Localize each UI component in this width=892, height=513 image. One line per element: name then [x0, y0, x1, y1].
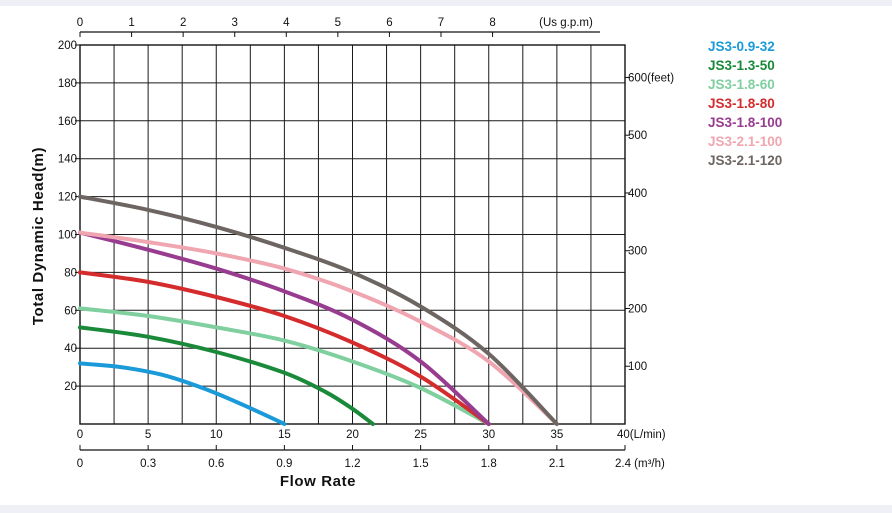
left-tick-label: 100 — [58, 230, 77, 242]
left-tick-label: 200 — [58, 40, 77, 52]
top-tick-label: 6 — [386, 17, 392, 29]
right-tick-label: 100 — [628, 361, 647, 373]
right-tick-label: 600(feet) — [628, 72, 674, 84]
legend: JS3-0.9-32 JS3-1.3-50 JS3-1.8-60 JS3-1.8-80… — [708, 39, 782, 168]
bottom-m3h-tick-label: 1.5 — [413, 458, 429, 470]
legend-entry: JS3-2.1-120 — [708, 153, 782, 168]
legend-entry: JS3-1.8-100 — [708, 115, 782, 130]
series-curve-js3-1.8-100 — [78, 230, 491, 426]
top-tick-label: 4 — [283, 17, 290, 29]
series-lines — [78, 194, 559, 426]
series-curve-js3-1.8-80 — [78, 270, 491, 426]
bottom-m3h-tick-label: 1.8 — [481, 458, 497, 470]
top-tick-label: 3 — [232, 17, 238, 29]
x-axis-label: Flow Rate — [280, 473, 356, 490]
top-tick-label: 8 — [489, 17, 495, 29]
bottom-lpm-tick-label: 10 — [210, 429, 223, 441]
left-tick-label: 140 — [58, 154, 77, 166]
bottom-m3h-tick-label: 0.6 — [208, 458, 224, 470]
top-tick-label: 1 — [128, 17, 134, 29]
series-curve-js3-2.1-100 — [78, 230, 559, 426]
left-tick-label: 120 — [58, 192, 77, 204]
series-curve-js3-1.3-50 — [78, 325, 375, 426]
right-tick-label: 400 — [628, 188, 647, 200]
bottom-lpm-tick-label: 0 — [77, 429, 83, 441]
legend-entry: JS3-0.9-32 — [708, 39, 775, 54]
legend-entry: JS3-1.8-80 — [708, 96, 775, 111]
top-tick-label: 2 — [180, 17, 186, 29]
right-tick-label: 300 — [628, 246, 647, 258]
bottom-lpm-tick-label: 30 — [482, 429, 495, 441]
top-tick-label: 0 — [77, 17, 83, 29]
bottom-lpm-tick-label: 35 — [550, 429, 563, 441]
bottom-m3h-tick-label: 0.9 — [276, 458, 292, 470]
bottom-lpm-tick-label: 15 — [278, 429, 291, 441]
bottom-lpm-tick-label: 25 — [414, 429, 427, 441]
left-tick-label: 40 — [64, 343, 77, 355]
bottom-m3h-tick-label: 0.3 — [140, 458, 156, 470]
bottom-m3h-tick-label: 2.1 — [549, 458, 565, 470]
left-tick-label: 60 — [64, 305, 77, 317]
tick-labels: 0 1 2 3 4 5 6 7 8 (Us g.p.m)200180160140120100806… — [58, 17, 674, 470]
left-tick-label: 20 — [64, 381, 77, 393]
bottom-lpm-tick-label: 5 — [145, 429, 151, 441]
right-tick-label: 200 — [628, 303, 647, 315]
left-tick-label: 160 — [58, 116, 77, 128]
bottom-m3h-tick-label: 1.2 — [345, 458, 361, 470]
grid-lines — [80, 45, 625, 424]
legend-entry: JS3-1.8-60 — [708, 77, 775, 92]
bottom-m3h-tick-label: 2.4 (m³/h) — [615, 458, 665, 470]
top-tick-label: 7 — [438, 17, 444, 29]
top-axis-unit: (Us g.p.m) — [539, 17, 593, 29]
series-curve-js3-1.8-60 — [78, 306, 491, 426]
legend-entry: JS3-2.1-100 — [708, 134, 782, 149]
bottom-lpm-tick-label: 40(L/min) — [617, 429, 666, 441]
left-tick-label: 180 — [58, 78, 77, 90]
legend-entry: JS3-1.3-50 — [708, 58, 775, 73]
bottom-lpm-tick-label: 20 — [346, 429, 359, 441]
y-axis-label: Total Dynamic Head(m) — [30, 147, 47, 325]
top-tick-label: 5 — [335, 17, 341, 29]
series-curve-js3-2.1-120 — [78, 194, 559, 426]
left-tick-label: 80 — [64, 267, 77, 279]
series-curve-js3-0.9-32 — [78, 361, 287, 426]
bottom-m3h-tick-label: 0 — [77, 458, 83, 470]
right-tick-label: 500 — [628, 130, 647, 142]
